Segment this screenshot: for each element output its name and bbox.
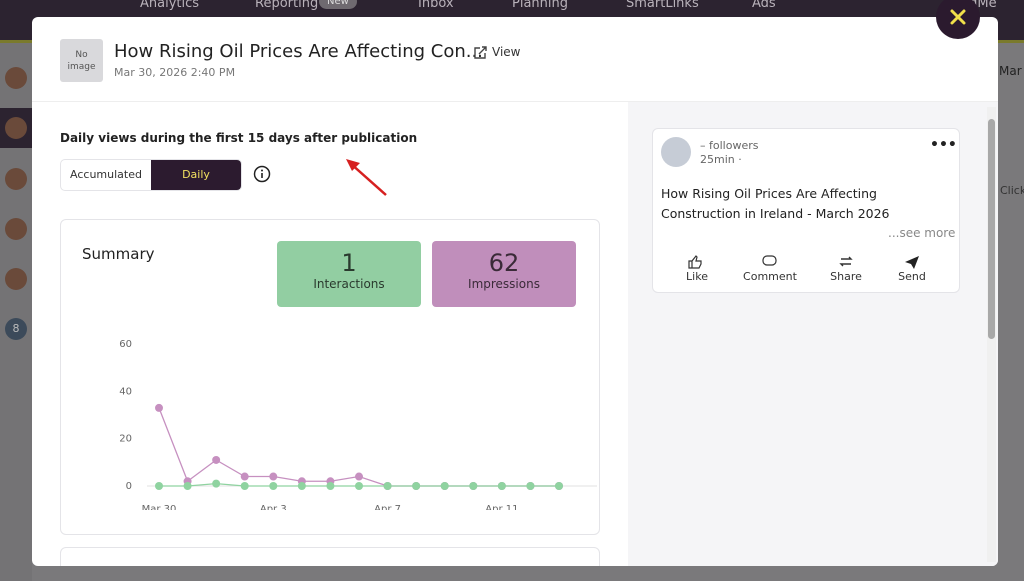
data-point: [355, 482, 363, 490]
data-point: [240, 472, 249, 481]
data-point: [440, 482, 449, 490]
data-point: [412, 482, 421, 490]
data-point: [155, 482, 163, 490]
x-tick-label: Apr 3: [260, 504, 287, 510]
post-action[interactable]: Send: [898, 270, 926, 283]
avatar[interactable]: [5, 117, 27, 139]
modal: No image How Rising Oil Prices Are Affec…: [32, 17, 998, 566]
see-more[interactable]: ...see more: [888, 226, 956, 240]
section-subtitle: Daily views during the first 15 days aft…: [60, 131, 418, 145]
post-preview: [652, 128, 960, 293]
followers: – followers: [700, 139, 759, 152]
action-icons: [688, 255, 919, 269]
x-tick-label: Apr 7: [374, 504, 401, 510]
data-point: [240, 482, 249, 490]
nav-item[interactable]: Analytics: [140, 0, 200, 11]
data-point: [269, 472, 278, 481]
divider: [32, 101, 998, 102]
metric-value: 62: [488, 249, 520, 277]
post-date: Mar 30, 2026 2:40 PM: [114, 66, 236, 79]
y-tick-label: 60: [119, 339, 132, 350]
metric-card: 62 Impressions: [432, 241, 576, 307]
y-tick-label: 20: [119, 434, 132, 445]
new-badge: New: [319, 0, 357, 9]
data-point: [269, 482, 278, 490]
data-point: [355, 472, 363, 481]
date-button: Mar: [999, 64, 1022, 78]
data-point: [383, 482, 392, 490]
data-point: [297, 482, 306, 490]
view-link[interactable]: View: [492, 45, 521, 59]
post-avatar: [661, 137, 691, 167]
avatar[interactable]: [5, 67, 27, 89]
nav-item[interactable]: Planning: [512, 0, 568, 11]
close-button[interactable]: [936, 0, 980, 39]
data-point: [555, 482, 563, 490]
avatar[interactable]: [5, 218, 27, 240]
data-point: [212, 455, 221, 464]
y-tick-label: 0: [126, 481, 132, 492]
metric-label: Impressions: [468, 277, 540, 291]
summary-title: Summary: [82, 245, 155, 263]
nav-item[interactable]: Reporting: [255, 0, 319, 11]
next-card: [60, 547, 600, 566]
post-action[interactable]: Comment: [743, 270, 797, 283]
metric-value: 1: [341, 249, 357, 277]
more-menu[interactable]: •••: [930, 137, 957, 153]
metric-label: Interactions: [313, 277, 385, 291]
toggle: Accumulated Daily: [60, 159, 242, 191]
image-placeholder: No image: [60, 39, 103, 82]
external-icon: [474, 46, 487, 59]
post-text: How Rising Oil Prices Are Affecting Cons…: [661, 186, 890, 221]
x-tick-label: Apr 11: [485, 504, 518, 510]
post-action[interactable]: Share: [830, 270, 862, 283]
sidebar-count[interactable]: 8: [5, 318, 27, 340]
toggle-option[interactable]: Accumulated: [70, 168, 142, 181]
data-point: [469, 482, 478, 490]
column-header: Click: [1000, 184, 1024, 197]
x-tick-label: Mar 30: [142, 504, 177, 510]
data-point: [326, 482, 335, 490]
data-point: [183, 482, 192, 490]
toggle-option[interactable]: Daily: [151, 160, 241, 190]
avatar[interactable]: [5, 268, 27, 290]
data-point: [212, 479, 221, 488]
data-point: [526, 482, 535, 490]
avatar[interactable]: [5, 168, 27, 190]
data-point: [497, 482, 506, 490]
post-time: 25min ·: [700, 153, 742, 166]
post-action[interactable]: Like: [686, 270, 708, 283]
scrollbar[interactable]: [987, 107, 996, 562]
annotation-arrow: [346, 159, 387, 196]
chart: 0 20 40 60 Mar 30 Apr 3 Apr 7 Apr 11: [119, 339, 597, 510]
post-title: How Rising Oil Prices Are Affecting Con.…: [114, 41, 483, 62]
nav-item[interactable]: Ads: [752, 0, 776, 11]
info-icon[interactable]: [253, 165, 271, 183]
y-tick-label: 40: [119, 386, 132, 397]
nav-item[interactable]: Inbox: [418, 0, 454, 11]
nav-item[interactable]: SmartLinks: [626, 0, 699, 11]
data-point: [155, 403, 163, 412]
metric-card: 1 Interactions: [277, 241, 421, 307]
